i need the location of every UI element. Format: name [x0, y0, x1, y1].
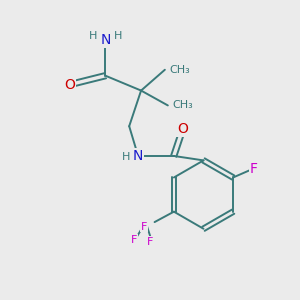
Text: F: F: [141, 221, 147, 232]
Text: CH₃: CH₃: [172, 100, 193, 110]
Text: H: H: [122, 152, 130, 162]
Text: H: H: [89, 31, 97, 40]
Text: CH₃: CH₃: [169, 65, 190, 75]
Text: O: O: [64, 78, 75, 92]
Text: F: F: [130, 235, 137, 245]
Text: F: F: [250, 162, 258, 176]
Text: O: O: [177, 122, 188, 136]
Text: N: N: [100, 33, 111, 47]
Text: H: H: [114, 31, 122, 40]
Text: F: F: [147, 237, 153, 247]
Text: N: N: [133, 149, 143, 163]
